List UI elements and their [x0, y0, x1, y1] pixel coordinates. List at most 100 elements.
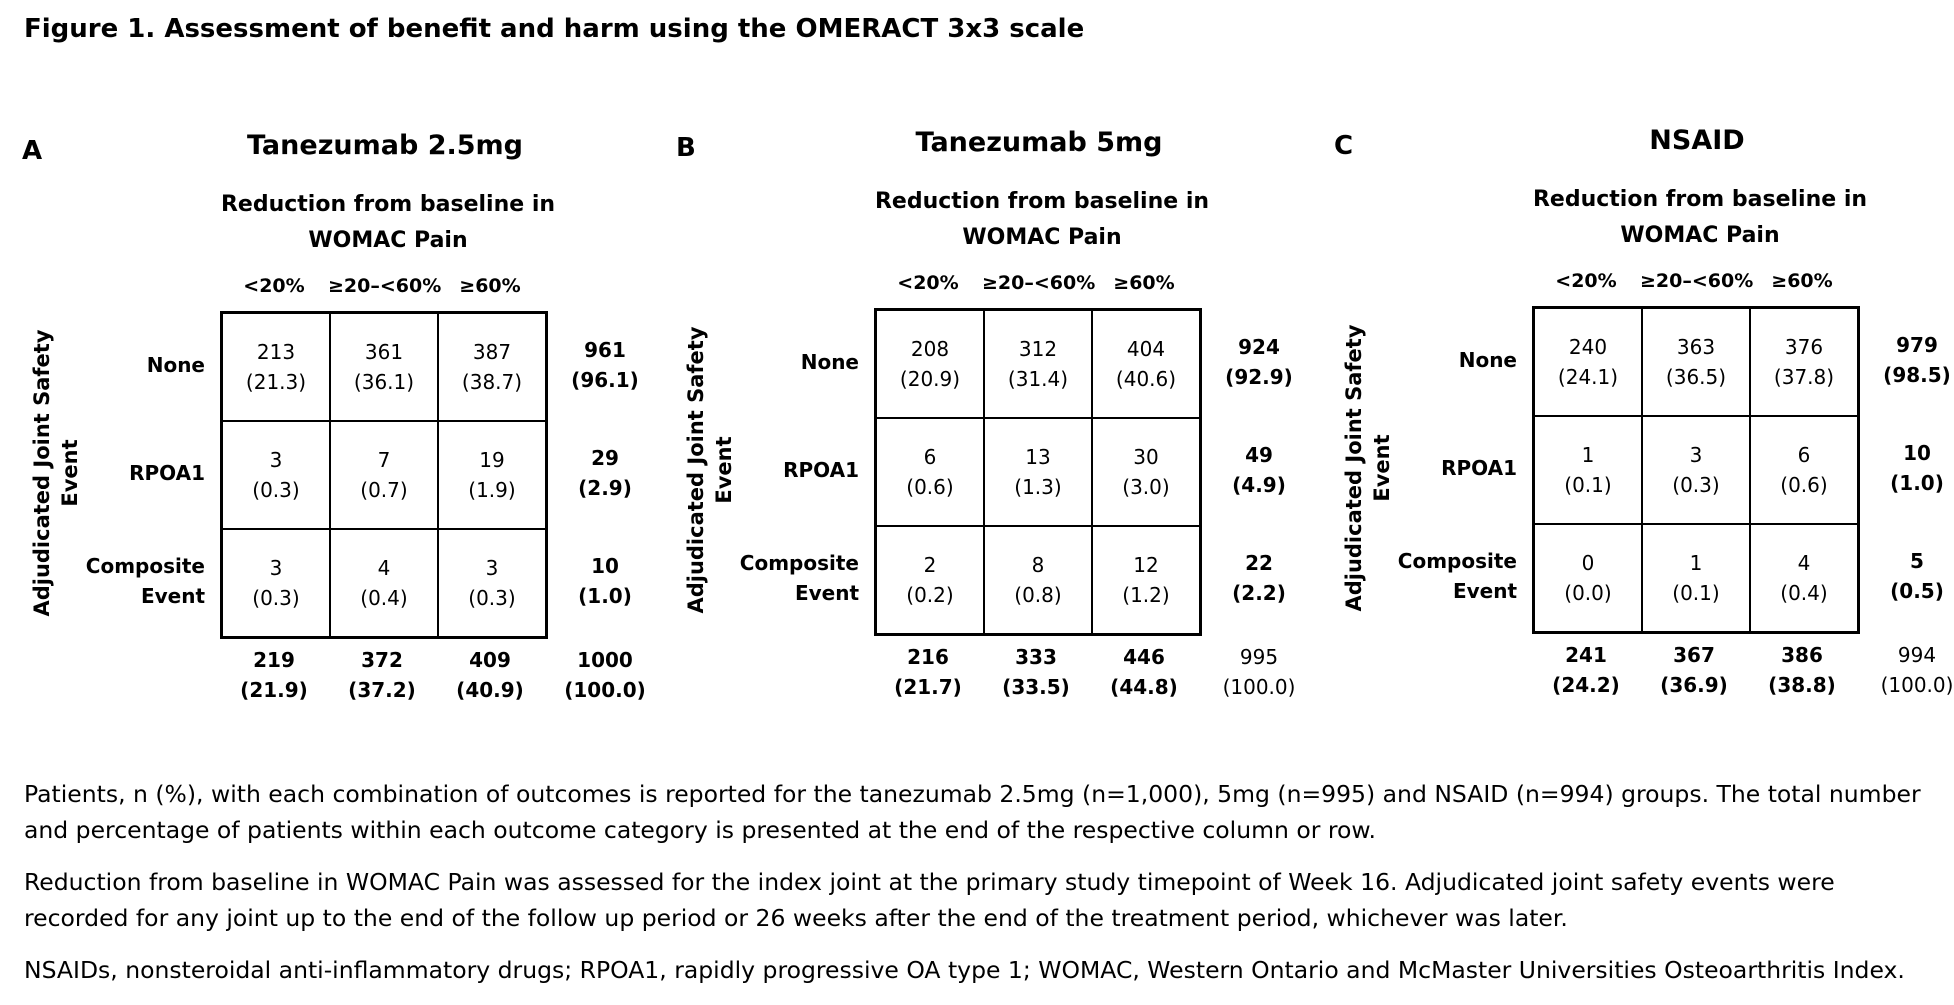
row-label: RPOA1 [783, 458, 859, 482]
grid-cell: 404 (40.6) [1092, 310, 1200, 418]
row-total: 979 (98.5) [1872, 330, 1954, 390]
figure-notes: Patients, n (%), with each combination o… [24, 776, 1934, 1004]
total-count: 979 [1896, 333, 1938, 357]
total-percent: (36.9) [1660, 673, 1728, 697]
cell-count: 240 [1568, 335, 1608, 359]
grid-cell: 12 (1.2) [1092, 526, 1200, 634]
cell-count: 312 [1018, 337, 1058, 361]
cell-count: 8 [1031, 553, 1045, 577]
total-percent: (24.2) [1552, 673, 1620, 697]
total-percent: (38.8) [1768, 673, 1836, 697]
cell-count: 4 [1797, 551, 1811, 575]
total-percent: (98.5) [1883, 363, 1951, 387]
outcome-grid: 208 (20.9) 312 (31.4) 404 (40.6) 6 (0.6) 13 (1.3)… [874, 308, 1202, 636]
cell-count: 19 [479, 448, 505, 472]
column-header: <20% [243, 275, 305, 297]
grid-cell: 2 (0.2) [876, 526, 984, 634]
cell-percent: (1.9) [468, 478, 516, 502]
cell-percent: (0.4) [360, 586, 408, 610]
cell-count: 387 [472, 340, 512, 364]
total-percent: (96.1) [571, 368, 639, 392]
total-count: 1000 [577, 648, 633, 672]
total-percent: (37.2) [348, 678, 416, 702]
grid-cell: 4 (0.4) [1750, 524, 1858, 632]
grid-cell: 363 (36.5) [1642, 308, 1750, 416]
total-count: 367 [1673, 643, 1715, 667]
column-total: 241 (24.2) [1541, 640, 1631, 700]
note-3: NSAIDs, nonsteroidal anti-inflammatory d… [24, 956, 1905, 984]
grid-cell: 3 (0.3) [222, 421, 330, 529]
total-count: 5 [1910, 549, 1924, 573]
total-percent: (92.9) [1225, 365, 1293, 389]
cell-percent: (0.2) [906, 583, 954, 607]
total-count: 924 [1238, 335, 1280, 359]
cell-count: 208 [910, 337, 950, 361]
cell-count: 3 [1689, 443, 1703, 467]
total-count: 49 [1245, 443, 1273, 467]
cell-percent: (36.5) [1665, 365, 1727, 389]
grid-cell: 7 (0.7) [330, 421, 438, 529]
panel-subtitle: Reduction from baseline in WOMAC Pain [842, 184, 1242, 256]
grid-cell: 6 (0.6) [876, 418, 984, 526]
cell-percent: (0.3) [252, 586, 300, 610]
column-header: ≥20–<60% [328, 275, 442, 297]
subtitle-line: WOMAC Pain [962, 225, 1122, 250]
grid-cell: 0 (0.0) [1534, 524, 1642, 632]
panel-letter: A [22, 136, 43, 166]
panel-subtitle: Reduction from baseline in WOMAC Pain [188, 187, 588, 259]
outcome-grid: 213 (21.3) 361 (36.1) 387 (38.7) 3 (0.3) 7 (0.7) 1… [220, 311, 548, 639]
total-percent: (40.9) [456, 678, 524, 702]
column-header: ≥60% [1771, 270, 1833, 292]
column-total: 386 (38.8) [1757, 640, 1847, 700]
total-count: 241 [1565, 643, 1607, 667]
column-header: ≥20–<60% [982, 272, 1096, 294]
grand-total: 995 (100.0) [1214, 642, 1304, 702]
column-header: <20% [897, 272, 959, 294]
grid-cell: 6 (0.6) [1750, 416, 1858, 524]
row-label: None [1458, 348, 1517, 372]
cell-count: 0 [1581, 551, 1595, 575]
total-percent: (2.2) [1232, 581, 1286, 605]
cell-count: 30 [1133, 445, 1159, 469]
row-label: Composite Event [85, 554, 205, 608]
total-percent: (1.0) [578, 584, 632, 608]
total-count: 409 [469, 648, 511, 672]
total-count: 994 [1897, 643, 1937, 667]
y-axis-label-line: Adjudicated Joint Safety [1342, 324, 1366, 612]
cell-percent: (40.6) [1115, 367, 1177, 391]
figure-title: Figure 1. Assessment of benefit and harm… [24, 14, 1085, 44]
cell-count: 2 [923, 553, 937, 577]
grid-cell: 208 (20.9) [876, 310, 984, 418]
subtitle-line: WOMAC Pain [1620, 223, 1780, 248]
cell-percent: (36.1) [353, 370, 415, 394]
total-percent: (21.9) [240, 678, 308, 702]
grid-cell: 30 (3.0) [1092, 418, 1200, 526]
row-label: RPOA1 [1441, 456, 1517, 480]
grid-cell: 19 (1.9) [438, 421, 546, 529]
cell-percent: (0.3) [252, 478, 300, 502]
total-percent: (0.5) [1890, 579, 1944, 603]
total-percent: (33.5) [1002, 675, 1070, 699]
total-count: 995 [1239, 645, 1279, 669]
total-percent: (100.0) [1222, 675, 1296, 699]
total-count: 333 [1015, 645, 1057, 669]
column-header: ≥60% [459, 275, 521, 297]
cell-percent: (0.3) [468, 586, 516, 610]
total-percent: (100.0) [564, 678, 646, 702]
cell-percent: (24.1) [1557, 365, 1619, 389]
cell-percent: (0.3) [1672, 473, 1720, 497]
cell-count: 6 [923, 445, 937, 469]
grid-cell: 312 (31.4) [984, 310, 1092, 418]
total-count: 22 [1245, 551, 1273, 575]
grid-cell: 387 (38.7) [438, 313, 546, 421]
total-count: 219 [253, 648, 295, 672]
cell-count: 3 [269, 448, 283, 472]
row-total: 10 (1.0) [560, 551, 650, 611]
total-count: 29 [591, 446, 619, 470]
panel-title: Tanezumab 2.5mg [247, 130, 523, 161]
grand-total: 1000 (100.0) [560, 645, 650, 705]
column-total: 367 (36.9) [1649, 640, 1739, 700]
cell-percent: (37.8) [1773, 365, 1835, 389]
cell-percent: (0.6) [906, 475, 954, 499]
panel-title: Tanezumab 5mg [915, 127, 1163, 158]
